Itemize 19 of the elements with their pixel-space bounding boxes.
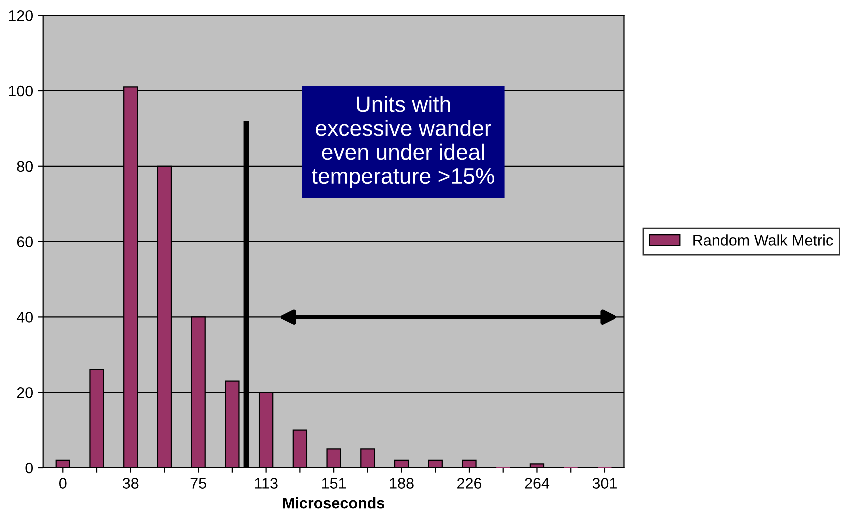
x-tick-label: 301 [592,478,617,489]
y-tick-label: 80 [17,161,34,172]
x-tick-label: 264 [525,478,550,489]
y-tick-label: 100 [9,86,34,97]
y-tick-label: 40 [16,312,34,323]
y-tick-label: 120 [9,10,34,22]
legend-label: Random Walk Metric [694,234,834,246]
annotation: Units with excessive wander even under ideal temperature >15% [312,96,494,189]
x-tick-label: 75 [190,478,206,489]
x-tick-label: 188 [390,478,414,489]
x-tick-label: 226 [458,478,482,489]
x-tick-label: 0 [59,478,67,489]
x-tick-label: 151 [322,478,346,489]
x-tick-label: 113 [255,478,278,489]
x-axis-title: Microseconds [283,498,385,509]
x-tick-label: 38 [122,478,139,489]
y-tick-label: 60 [17,236,34,248]
y-tick-label: 0 [26,462,34,474]
y-tick-label: 20 [17,387,34,398]
